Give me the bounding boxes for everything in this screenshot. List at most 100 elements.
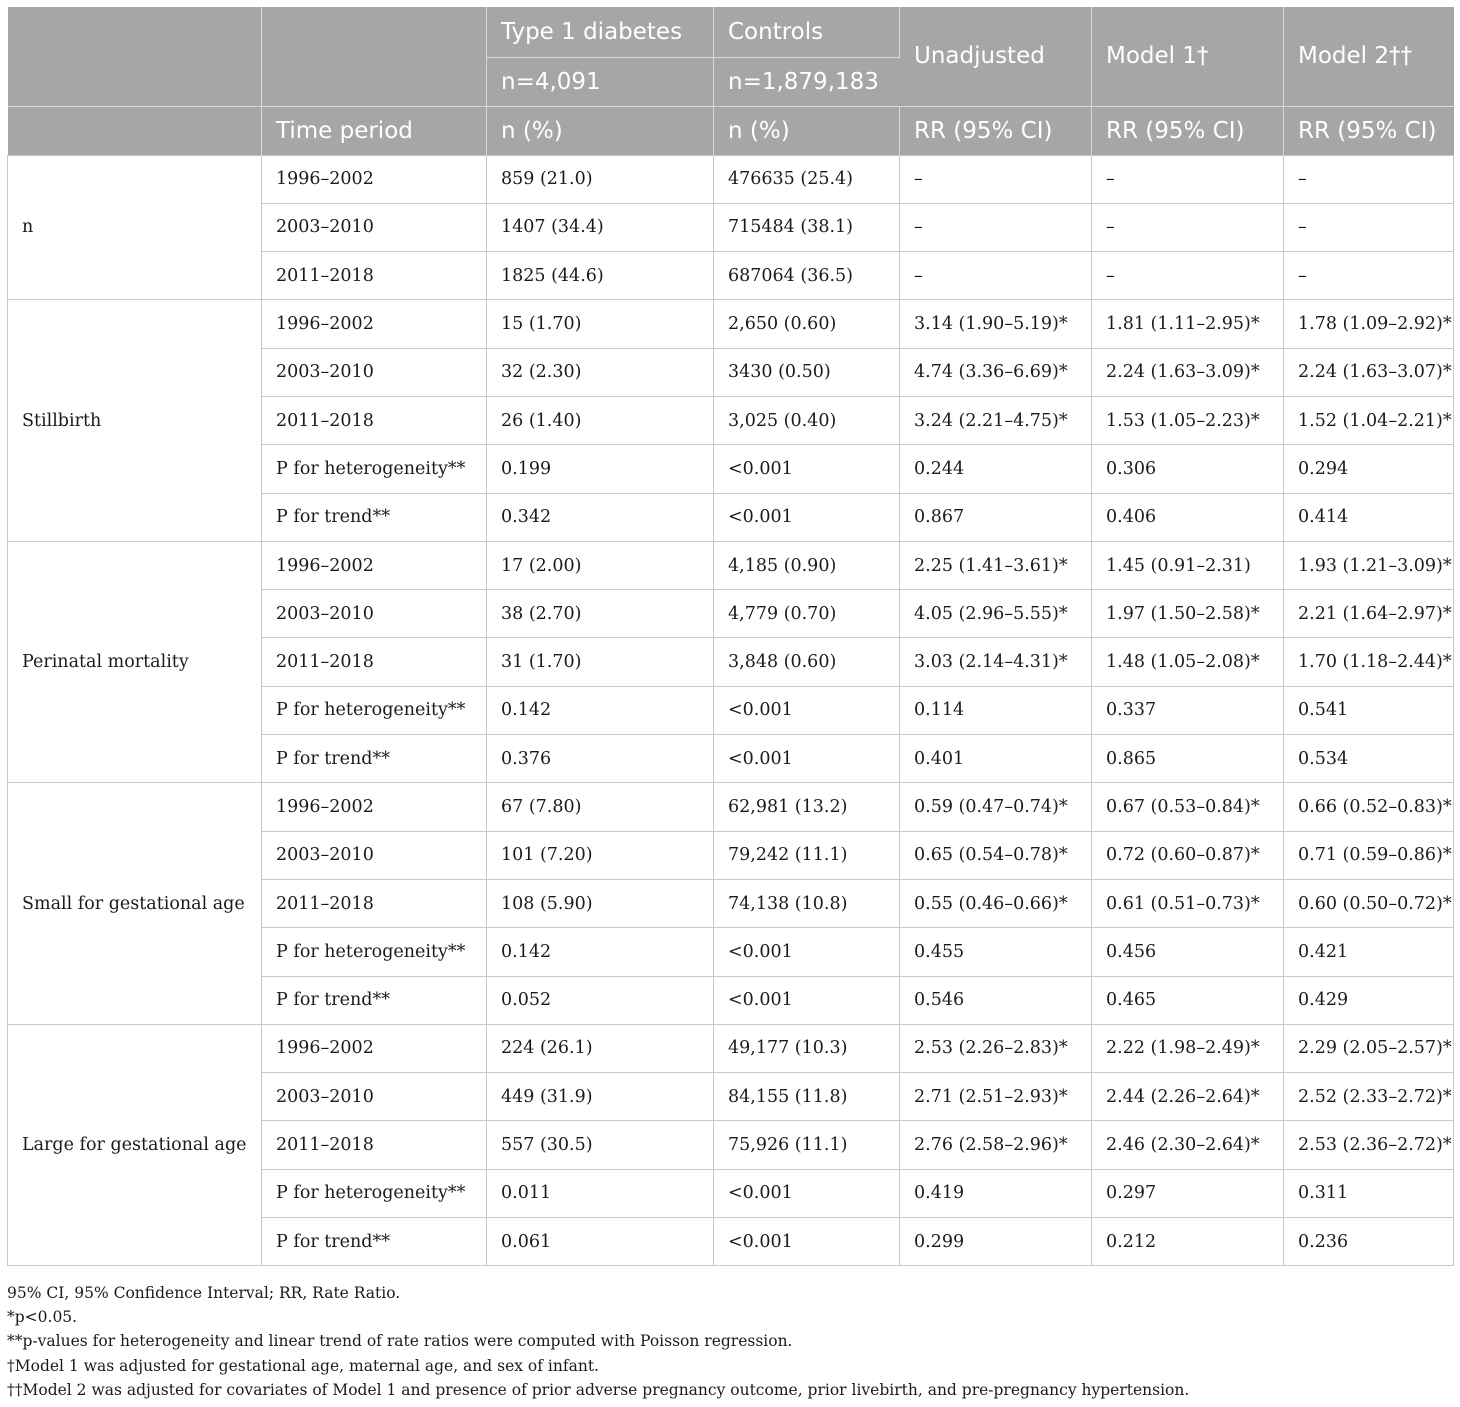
table-cell: 0.297 bbox=[1091, 1168, 1284, 1219]
table-row: Large for gestational age 1996–2002 224 (2… bbox=[7, 1023, 1454, 1267]
header-t1d-n: n=4,091 bbox=[486, 57, 714, 107]
table-cell: 687064 (36.5) bbox=[713, 251, 900, 301]
table-cell: 0.414 bbox=[1283, 492, 1454, 542]
table-cell: 2003–2010 bbox=[261, 202, 487, 253]
table-cell: 0.421 bbox=[1283, 927, 1454, 977]
table-cell: 476635 (25.4) bbox=[713, 154, 900, 204]
table-row: 2011–2018 108 (5.90) 74,138 (10.8) 0.55 (0.… bbox=[8, 878, 1454, 929]
table-cell: 62,981 (13.2) bbox=[713, 782, 900, 832]
table-cell: 4.74 (3.36–6.69)* bbox=[899, 347, 1092, 397]
table-cell: 0.546 bbox=[899, 975, 1092, 1025]
table-cell: <0.001 bbox=[713, 1217, 900, 1267]
table-cell: 0.401 bbox=[899, 734, 1092, 784]
table-cell: 0.66 (0.52–0.83)* bbox=[1283, 782, 1454, 832]
table-cell: 1996–2002 bbox=[261, 299, 487, 349]
table-cell: <0.001 bbox=[713, 927, 900, 977]
table-cell: 0.541 bbox=[1283, 685, 1454, 736]
table-row: P for heterogeneity** 0.142 <0.001 0.455 0.4… bbox=[8, 927, 1454, 977]
table-cell: 2003–2010 bbox=[261, 830, 487, 880]
table-cell: 1.48 (1.05–2.08)* bbox=[1091, 637, 1284, 687]
footnote: **p-values for heterogeneity and linear … bbox=[7, 1332, 793, 1351]
table-cell: 1.78 (1.09–2.92)* bbox=[1283, 299, 1454, 349]
table-cell: 3,025 (0.40) bbox=[713, 395, 900, 446]
table-cell: 2011–2018 bbox=[261, 395, 487, 446]
table-row: 2011–2018 557 (30.5) 75,926 (11.1) 2.76 (2.… bbox=[8, 1120, 1454, 1170]
table-cell: 2.21 (1.64–2.97)* bbox=[1283, 589, 1454, 639]
table-cell: 1996–2002 bbox=[261, 540, 487, 591]
table-cell: 1996–2002 bbox=[261, 1023, 487, 1074]
table-cell: 0.199 bbox=[486, 444, 714, 494]
table-cell: 0.67 (0.53–0.84)* bbox=[1091, 782, 1284, 832]
table-cell: 2.52 (2.33–2.72)* bbox=[1283, 1072, 1454, 1122]
table-cell: 1996–2002 bbox=[261, 782, 487, 832]
table-cell: 2003–2010 bbox=[261, 589, 487, 639]
table-cell: 26 (1.40) bbox=[486, 395, 714, 446]
table-cell: P for heterogeneity** bbox=[261, 1168, 487, 1219]
table-cell: 0.142 bbox=[486, 685, 714, 736]
table-cell: 2003–2010 bbox=[261, 347, 487, 397]
table-cell: 1.52 (1.04–2.21)* bbox=[1283, 395, 1454, 446]
table-cell: 2011–2018 bbox=[261, 637, 487, 687]
table-cell: P for trend** bbox=[261, 734, 487, 784]
table-cell: P for trend** bbox=[261, 492, 487, 542]
table-cell: 32 (2.30) bbox=[486, 347, 714, 397]
table-footnotes: 95% CI, 95% Confidence Interval; RR, Rat… bbox=[7, 1281, 1453, 1402]
table-cell: 2.71 (2.51–2.93)* bbox=[899, 1072, 1092, 1122]
table-cell: 3.14 (1.90–5.19)* bbox=[899, 299, 1092, 349]
table-cell: 108 (5.90) bbox=[486, 878, 714, 929]
table-cell: 2.46 (2.30–2.64)* bbox=[1091, 1120, 1284, 1170]
table-cell: 3430 (0.50) bbox=[713, 347, 900, 397]
table-cell: 2.44 (2.26–2.64)* bbox=[1091, 1072, 1284, 1122]
footnote: †Model 1 was adjusted for gestational ag… bbox=[7, 1356, 599, 1375]
table-cell: 2.76 (2.58–2.96)* bbox=[899, 1120, 1092, 1170]
table-cell: 0.294 bbox=[1283, 444, 1454, 494]
table-cell: 4,185 (0.90) bbox=[713, 540, 900, 591]
table-cell: 1.97 (1.50–2.58)* bbox=[1091, 589, 1284, 639]
table-cell: 0.337 bbox=[1091, 685, 1284, 736]
table-cell: 715484 (38.1) bbox=[713, 202, 900, 253]
table-cell: 0.052 bbox=[486, 975, 714, 1025]
table-row: P for trend** 0.052 <0.001 0.546 0.465 0.429 bbox=[8, 975, 1454, 1025]
table-row: n 1996–2002 859 (21.0) 476635 (25.4) – – – bbox=[7, 154, 1454, 301]
table-cell: 2.53 (2.36–2.72)* bbox=[1283, 1120, 1454, 1170]
table-cell: 0.865 bbox=[1091, 734, 1284, 784]
table-cell: – bbox=[1091, 154, 1284, 204]
header-t1d-unit: n (%) bbox=[486, 106, 714, 155]
table-cell: <0.001 bbox=[713, 444, 900, 494]
table-cell: 0.419 bbox=[899, 1168, 1092, 1219]
table-cell: <0.001 bbox=[713, 685, 900, 736]
header-controls: Controls bbox=[713, 7, 900, 58]
table-cell: 0.55 (0.46–0.66)* bbox=[899, 878, 1092, 929]
table-cell: <0.001 bbox=[713, 1168, 900, 1219]
header-model2: Model 2†† bbox=[1283, 7, 1454, 107]
table-cell: 67 (7.80) bbox=[486, 782, 714, 832]
table-cell: 557 (30.5) bbox=[486, 1120, 714, 1170]
table-cell: – bbox=[1283, 251, 1454, 301]
table-cell: – bbox=[899, 251, 1092, 301]
table-cell: – bbox=[1283, 154, 1454, 204]
table-row: 2003–2010 449 (31.9) 84,155 (11.8) 2.71 (2.… bbox=[8, 1072, 1454, 1122]
table-row: P for trend** 0.376 <0.001 0.401 0.865 0.534 bbox=[8, 734, 1454, 784]
outcome-label: n bbox=[7, 154, 262, 301]
table-cell: 0.299 bbox=[899, 1217, 1092, 1267]
header-model1-unit: RR (95% CI) bbox=[1091, 106, 1284, 155]
header-empty-cell bbox=[261, 7, 487, 107]
table-cell: 1825 (44.6) bbox=[486, 251, 714, 301]
table-cell: 4.05 (2.96–5.55)* bbox=[899, 589, 1092, 639]
table-cell: 17 (2.00) bbox=[486, 540, 714, 591]
header-model2-unit: RR (95% CI) bbox=[1283, 106, 1454, 155]
results-table: Type 1 diabetes Controls Unadjusted Mode… bbox=[7, 7, 1454, 1267]
table-row: 2003–2010 101 (7.20) 79,242 (11.1) 0.65 (0.… bbox=[8, 830, 1454, 880]
table-cell: 1.53 (1.05–2.23)* bbox=[1091, 395, 1284, 446]
table-cell: 0.244 bbox=[899, 444, 1092, 494]
table-row: P for trend** 0.342 <0.001 0.867 0.406 0.414 bbox=[8, 492, 1454, 542]
table-cell: 0.60 (0.50–0.72)* bbox=[1283, 878, 1454, 929]
table-cell: 0.011 bbox=[486, 1168, 714, 1219]
table-cell: – bbox=[1091, 251, 1284, 301]
footnote: *p<0.05. bbox=[7, 1308, 78, 1327]
table-cell: 38 (2.70) bbox=[486, 589, 714, 639]
header-controls-n: n=1,879,183 bbox=[713, 57, 900, 107]
table-cell: – bbox=[899, 202, 1092, 253]
header-t1d: Type 1 diabetes bbox=[486, 7, 714, 58]
table-cell: 1.81 (1.11–2.95)* bbox=[1091, 299, 1284, 349]
